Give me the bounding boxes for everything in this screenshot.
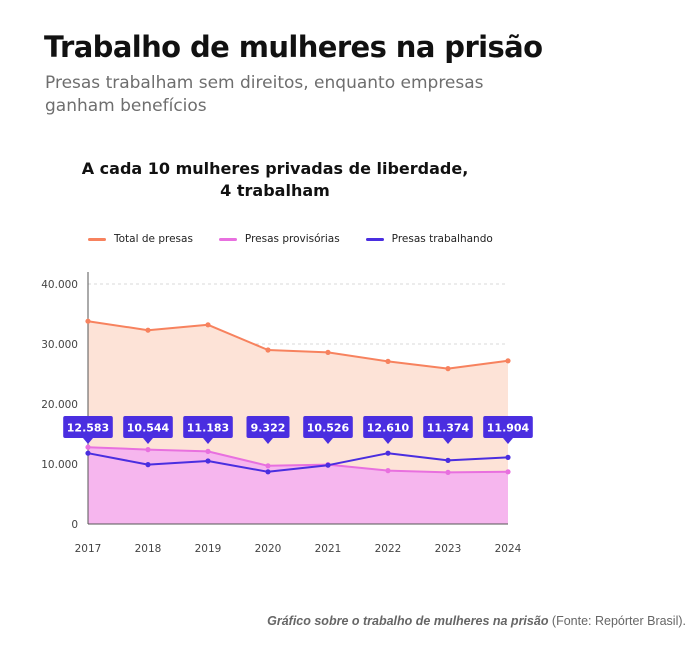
data-point: [505, 469, 511, 475]
data-point: [145, 462, 151, 468]
annotation-box: [63, 416, 113, 438]
annotation-box: [483, 416, 533, 438]
annotation-pointer: [143, 438, 153, 444]
series-line-0: [87, 320, 509, 370]
annotation-pointer: [83, 438, 93, 444]
y-tick-label: 30.000: [41, 339, 78, 351]
annotation-label: 12.583: [67, 422, 109, 435]
data-point: [85, 318, 91, 324]
legend-item-total: Total de presas: [88, 233, 193, 245]
chart-title: A cada 10 mulheres privadas de liberdade…: [60, 158, 490, 202]
annotation-pointer: [263, 438, 273, 444]
annotation-box: [183, 416, 233, 438]
annotation-pointer: [203, 438, 213, 444]
legend-swatch-total: [88, 237, 106, 241]
x-tick-label: 2022: [375, 543, 402, 555]
x-tick-label: 2019: [195, 543, 222, 555]
annotation-label: 11.904: [487, 422, 530, 435]
chart-legend: Total de presas Presas provisórias Presa…: [88, 233, 519, 245]
legend-item-provisorias: Presas provisórias: [218, 233, 340, 245]
area-1: [88, 447, 508, 524]
page-title: Trabalho de mulheres na prisão: [44, 30, 543, 64]
chart-caption: Gráfico sobre o trabalho de mulheres na …: [267, 614, 686, 628]
annotation-label: 10.544: [127, 422, 170, 435]
legend-swatch-trabalhando: [365, 237, 384, 241]
caption-title: Gráfico sobre o trabalho de mulheres na …: [267, 614, 549, 628]
data-point: [325, 462, 331, 468]
x-tick-label: 2017: [75, 543, 102, 555]
annotation-label: 11.374: [427, 422, 470, 435]
legend-item-trabalhando: Presas trabalhando: [365, 233, 493, 245]
data-point: [265, 463, 271, 469]
data-point: [445, 469, 451, 475]
legend-label-provisorias: Presas provisórias: [244, 233, 340, 245]
data-point: [145, 447, 151, 453]
data-point: [265, 347, 271, 353]
annotation-label: 9.322: [251, 422, 286, 435]
annotation-pointer: [503, 438, 513, 444]
x-tick-label: 2018: [135, 543, 162, 555]
y-tick-label: 40.000: [41, 279, 78, 291]
page-subtitle: Presas trabalham sem direitos, enquanto …: [45, 73, 484, 116]
chart-title-line-2: 4 trabalham: [220, 181, 330, 200]
legend-label-trabalhando: Presas trabalhando: [391, 233, 493, 245]
data-point: [145, 327, 151, 333]
x-tick-label: 2024: [495, 543, 522, 555]
data-point: [505, 358, 511, 364]
y-tick-label: 0: [71, 519, 78, 531]
data-point: [505, 454, 511, 460]
annotation-label: 12.610: [367, 422, 410, 435]
data-point: [265, 469, 271, 475]
series-line-1: [87, 446, 509, 474]
data-point: [385, 358, 391, 364]
y-tick-label: 20.000: [41, 399, 78, 411]
data-point: [445, 457, 451, 463]
annotation-pointer: [323, 438, 333, 444]
data-point: [85, 444, 91, 450]
data-point: [385, 468, 391, 474]
x-tick-label: 2021: [315, 543, 342, 555]
data-point: [385, 450, 391, 456]
y-tick-label: 10.000: [41, 459, 78, 471]
legend-swatch-provisorias: [218, 237, 237, 241]
annotation-label: 11.183: [187, 422, 229, 435]
series-line-2: [87, 452, 509, 473]
data-point: [85, 450, 91, 456]
legend-label-total: Total de presas: [114, 233, 193, 245]
annotation-box: [246, 416, 290, 438]
annotation-pointer: [383, 438, 393, 444]
annotation-box: [303, 416, 353, 438]
data-point: [325, 349, 331, 355]
annotation-box: [123, 416, 173, 438]
data-point: [205, 448, 211, 454]
annotation-box: [363, 416, 413, 438]
annotation-label: 10.526: [307, 422, 350, 435]
chart-title-line-1: A cada 10 mulheres privadas de liberdade…: [81, 159, 469, 178]
x-tick-label: 2020: [255, 543, 282, 555]
caption-source: (Fonte: Repórter Brasil).: [548, 614, 686, 628]
annotation-pointer: [443, 438, 453, 444]
annotation-box: [423, 416, 473, 438]
data-point: [205, 322, 211, 328]
data-point: [205, 458, 211, 464]
x-tick-label: 2023: [435, 543, 462, 555]
data-point: [445, 366, 451, 372]
